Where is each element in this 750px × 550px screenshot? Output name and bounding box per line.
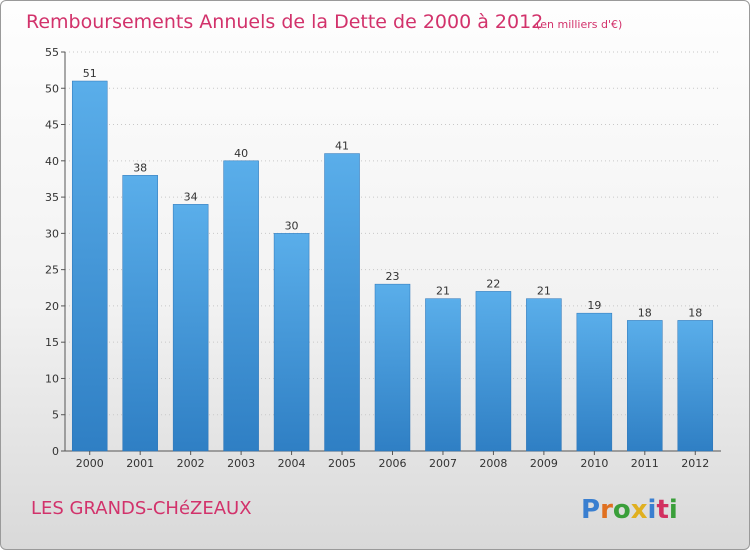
x-tick-label: 2007 <box>429 457 457 470</box>
chart-subtitle: (en milliers d'€) <box>536 18 622 31</box>
bar-value-label: 30 <box>285 219 299 232</box>
bar <box>475 291 512 452</box>
x-tick-label: 2001 <box>126 457 154 470</box>
y-tick-label: 55 <box>45 46 59 59</box>
x-tick-label: 2006 <box>379 457 407 470</box>
bar-value-label: 34 <box>184 190 198 203</box>
grid-layer: 0 5 10 15 20 25 30 35 40 45 50 55 <box>45 46 721 458</box>
y-tick-label: 30 <box>45 227 59 240</box>
bar-value-label: 18 <box>688 306 702 319</box>
x-tick-label: 2000 <box>76 457 104 470</box>
x-tick-label: 2009 <box>530 457 558 470</box>
y-tick-label: 25 <box>45 264 59 277</box>
bar-value-label: 23 <box>386 270 400 283</box>
bar-value-label: 22 <box>486 277 500 290</box>
bar-value-label: 41 <box>335 140 349 153</box>
x-tick-label: 2010 <box>580 457 608 470</box>
bar-value-label: 38 <box>133 161 147 174</box>
x-tick-label: 2012 <box>681 457 709 470</box>
logo-letter: o <box>613 495 631 525</box>
logo-letter: r <box>600 495 613 525</box>
bar <box>374 283 411 452</box>
bar <box>223 160 259 452</box>
y-tick-label: 20 <box>45 300 59 313</box>
bar <box>122 175 158 452</box>
x-tick-label: 2008 <box>479 457 507 470</box>
bar <box>677 320 714 452</box>
bar <box>627 320 663 452</box>
y-tick-label: 45 <box>45 119 59 132</box>
bar-value-label: 40 <box>234 147 248 160</box>
logo-letter: x <box>631 495 648 525</box>
bar-value-label: 18 <box>638 306 652 319</box>
bar <box>71 80 108 452</box>
y-tick-label: 35 <box>45 191 59 204</box>
bar-value-label: 19 <box>587 299 601 312</box>
x-tick-label: 2011 <box>631 457 659 470</box>
bar-value-label: 21 <box>436 285 450 298</box>
x-tick-label: 2005 <box>328 457 356 470</box>
bar-value-label: 51 <box>83 67 97 80</box>
bar <box>425 298 461 452</box>
y-tick-label: 0 <box>52 445 59 458</box>
bar-value-label: 21 <box>537 285 551 298</box>
y-tick-label: 10 <box>45 372 59 385</box>
y-tick-label: 50 <box>45 82 59 95</box>
commune-name: LES GRANDS-CHéZEAUX <box>31 498 252 519</box>
y-tick-label: 15 <box>45 336 59 349</box>
chart-title: Remboursements Annuels de la Dette de 20… <box>26 11 543 33</box>
bar <box>576 312 613 452</box>
y-tick-label: 40 <box>45 155 59 168</box>
x-tick-label: 2002 <box>177 457 205 470</box>
proxiti-logo: Proxiti <box>581 495 678 525</box>
logo-letter: t <box>656 495 668 525</box>
bar <box>526 298 562 452</box>
bar <box>172 204 209 452</box>
logo-letter: P <box>581 495 600 525</box>
logo-letter: i <box>669 495 678 525</box>
bar <box>324 153 360 452</box>
logo-letter: i <box>648 495 657 525</box>
y-tick-label: 5 <box>52 409 59 422</box>
bar <box>273 233 310 452</box>
x-tick-label: 2003 <box>227 457 255 470</box>
x-tick-label: 2004 <box>278 457 306 470</box>
bar-layer: 51 2000 38 2001 34 2002 40 2003 30 2004 41 2005 23 20… <box>71 67 714 470</box>
